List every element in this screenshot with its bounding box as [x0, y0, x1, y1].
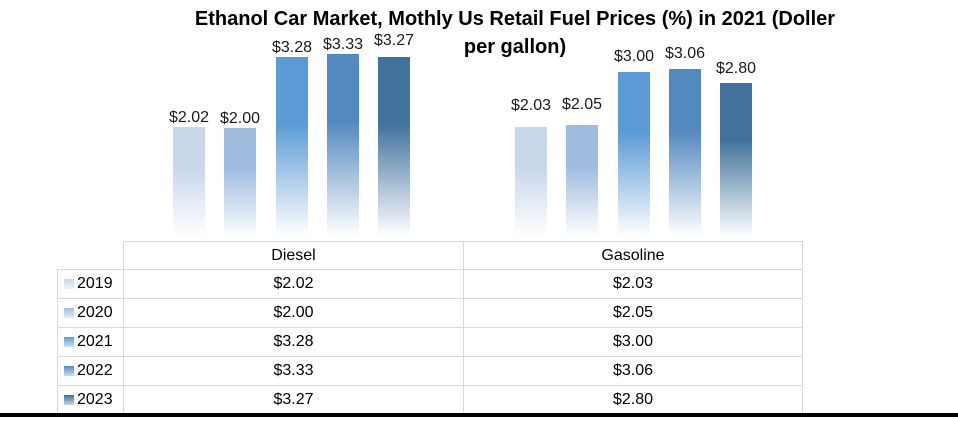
data-table: Diesel Gasoline 2019 $2.02 $2.03 2020 $2.00 $2.…: [57, 241, 803, 414]
chart-bottom-axis-line: [0, 413, 958, 417]
table-value-diesel-2020: $2.00: [123, 298, 463, 327]
year-label: 2020: [77, 304, 113, 321]
table-header-diesel: Diesel: [123, 241, 463, 269]
table-value-gasoline-2021: $3.00: [463, 327, 803, 356]
legend-swatch-2022: [64, 366, 74, 376]
legend-swatch-2020: [64, 308, 74, 318]
bar-diesel-2022: [327, 54, 359, 240]
bar-value-label-diesel-2019: $2.02: [168, 109, 210, 126]
table-row-label-2023: 2023: [57, 385, 123, 414]
bar-gasoline-2022: [669, 69, 701, 240]
legend-swatch-2019: [64, 279, 74, 289]
table-value-gasoline-2020: $2.05: [463, 298, 803, 327]
table-value-gasoline-2023: $2.80: [463, 385, 803, 414]
legend-swatch-2023: [64, 395, 74, 405]
bar-value-label-gasoline-2023: $2.80: [715, 60, 757, 77]
bar-value-label-diesel-2021: $3.28: [271, 39, 313, 56]
year-label: 2021: [77, 333, 113, 350]
bar-gasoline-2021: [618, 72, 650, 240]
table-row-label-2020: 2020: [57, 298, 123, 327]
bar-value-label-gasoline-2022: $3.06: [664, 45, 706, 62]
bar-value-label-diesel-2022: $3.33: [322, 36, 364, 53]
bar-diesel-2023: [378, 57, 410, 240]
table-value-diesel-2023: $3.27: [123, 385, 463, 414]
table-value-diesel-2021: $3.28: [123, 327, 463, 356]
year-label: 2019: [77, 275, 113, 292]
legend-swatch-2021: [64, 337, 74, 347]
chart-title: Ethanol Car Market, Mothly Us Retail Fue…: [135, 5, 895, 61]
bar-gasoline-2023: [720, 83, 752, 240]
table-corner-cell: [57, 241, 123, 269]
table-row-label-2019: 2019: [57, 269, 123, 298]
table-row-label-2022: 2022: [57, 356, 123, 385]
bar-gasoline-2020: [566, 125, 598, 240]
year-label: 2022: [77, 362, 113, 379]
year-label: 2023: [77, 391, 113, 408]
bar-value-label-diesel-2023: $3.27: [373, 32, 415, 49]
table-value-gasoline-2022: $3.06: [463, 356, 803, 385]
bar-value-label-gasoline-2019: $2.03: [510, 97, 552, 114]
table-value-diesel-2019: $2.02: [123, 269, 463, 298]
chart-title-line2: per gallon): [463, 36, 567, 58]
table-value-gasoline-2019: $2.03: [463, 269, 803, 298]
plot-area: $2.02 $2.00 $3.28 $3.33 $3.27 $2.03 $2.05 $3.00…: [168, 32, 757, 240]
chart-title-line1: Ethanol Car Market, Mothly Us Retail Fue…: [194, 8, 836, 30]
bar-value-label-gasoline-2020: $2.05: [561, 96, 603, 113]
bar-diesel-2020: [224, 128, 256, 240]
table-value-diesel-2022: $3.33: [123, 356, 463, 385]
bar-value-label-diesel-2020: $2.00: [219, 110, 261, 127]
table-row-label-2021: 2021: [57, 327, 123, 356]
table-header-gasoline: Gasoline: [463, 241, 803, 269]
bar-value-label-gasoline-2021: $3.00: [613, 48, 655, 65]
bar-diesel-2021: [276, 57, 308, 240]
bar-diesel-2019: [173, 127, 205, 240]
bar-gasoline-2019: [515, 127, 547, 240]
